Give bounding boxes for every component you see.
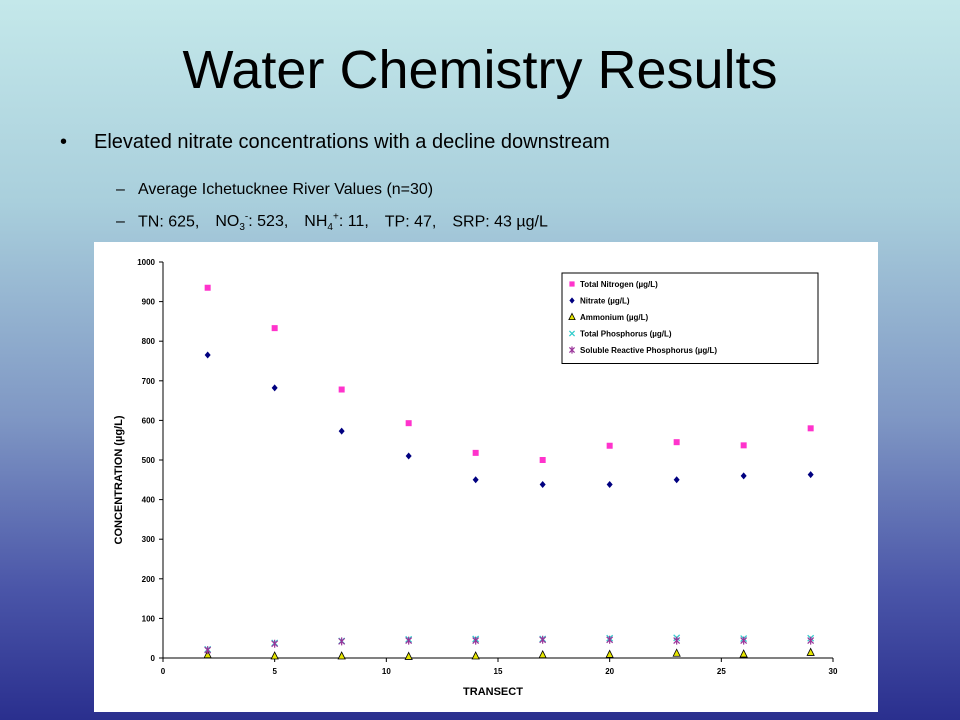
y-tick-label: 500 <box>142 456 156 465</box>
data-point-triangle <box>739 649 748 658</box>
data-point-square <box>338 386 345 393</box>
data-point-diamond <box>405 452 412 460</box>
legend-marker-star <box>568 346 576 354</box>
main-bullet: • Elevated nitrate concentrations with a … <box>60 131 610 154</box>
y-tick-label: 200 <box>142 575 156 584</box>
sub-bullet-1-text: Average Ichetucknee River Values (n=30) <box>138 181 434 198</box>
data-point-star <box>472 636 480 645</box>
data-point-star <box>338 637 346 646</box>
legend-label: Ammonium (µg/L) <box>580 313 648 322</box>
data-point-triangle <box>404 651 413 660</box>
y-tick-label: 300 <box>142 535 156 544</box>
y-tick-label: 600 <box>142 416 156 425</box>
data-point-triangle <box>538 649 547 659</box>
nh4-label: NH4+: 11, <box>304 212 369 234</box>
bullet-marker: • <box>60 131 68 153</box>
data-point-square <box>673 439 680 446</box>
x-axis-title: TRANSECT <box>463 686 523 698</box>
x-tick-label: 25 <box>717 667 726 676</box>
data-point-star <box>405 636 413 645</box>
legend-label: Nitrate (µg/L) <box>580 297 630 306</box>
no3-label: NO3-: 523, <box>215 212 289 234</box>
data-point-star <box>673 636 681 645</box>
legend-label: Soluble Reactive Phosphorus (µg/L) <box>580 346 717 355</box>
data-point-triangle <box>672 648 681 657</box>
y-tick-label: 800 <box>142 337 156 346</box>
data-point-triangle <box>337 651 346 660</box>
y-tick-label: 400 <box>142 496 156 505</box>
dash-marker: – <box>116 213 125 231</box>
data-point-triangle <box>471 651 480 660</box>
legend-box <box>561 272 819 364</box>
data-point-diamond <box>338 427 345 435</box>
srp-value: SRP: 43 µg/L <box>452 213 548 231</box>
data-point-square <box>807 425 814 432</box>
x-tick-label: 20 <box>605 667 614 676</box>
x-tick-label: 30 <box>829 667 838 676</box>
y-tick-label: 0 <box>151 654 156 663</box>
data-point-triangle <box>270 651 279 660</box>
y-tick-label: 700 <box>142 377 156 386</box>
legend-marker-diamond <box>569 297 575 304</box>
data-point-square <box>606 442 613 449</box>
data-point-diamond <box>673 476 680 484</box>
chart-panel: 0 100 200 300 400 500 600 700 800 900 1000 0 5 10 15 20… <box>94 242 878 712</box>
data-point-diamond <box>204 351 211 359</box>
tp-value: TP: 47, <box>384 213 437 231</box>
data-point-star <box>271 639 279 648</box>
y-tick-label: 900 <box>142 298 156 307</box>
sub-bullet-2: – TN: 625, NO3-: 523, NH4+: 11, TP: 47, SRP: … <box>116 212 548 234</box>
bullet-text: Elevated nitrate concentrations with a d… <box>94 131 610 153</box>
data-point-diamond <box>606 481 613 489</box>
scatter-chart: 0 100 200 300 400 500 600 700 800 900 1000 0 5 10 15 20… <box>113 258 838 698</box>
data-point-diamond <box>740 472 747 480</box>
data-point-square <box>405 420 412 427</box>
sub-bullet-1: – Average Ichetucknee River Values (n=30) <box>116 181 433 199</box>
legend-marker-x <box>568 330 576 337</box>
data-point-star <box>807 636 815 645</box>
legend-label: Total Nitrogen (µg/L) <box>580 280 658 289</box>
data-point-star <box>204 646 212 655</box>
data-point-square <box>472 449 479 456</box>
data-point-triangle <box>806 647 815 656</box>
legend-marker-triangle <box>568 312 576 320</box>
data-point-triangle <box>605 649 614 658</box>
x-tick-label: 15 <box>494 667 503 676</box>
data-point-diamond <box>271 384 278 392</box>
data-point-diamond <box>539 481 546 489</box>
data-point-diamond <box>807 471 814 479</box>
x-tick-label: 10 <box>382 667 391 676</box>
dash-marker: – <box>116 181 125 198</box>
data-point-square <box>539 457 546 463</box>
x-tick-label: 0 <box>161 667 166 676</box>
data-point-square <box>204 284 211 291</box>
data-point-square <box>740 442 747 449</box>
legend-label: Total Phosphorus (µg/L) <box>580 330 672 339</box>
slide-title: Water Chemistry Results <box>182 40 778 100</box>
data-point-star <box>606 635 614 644</box>
x-tick-label: 5 <box>272 667 277 676</box>
data-point-square <box>271 325 278 332</box>
y-tick-label: 1000 <box>137 258 155 267</box>
tn-value: TN: 625, <box>138 213 200 231</box>
legend-marker-square <box>569 281 575 287</box>
data-point-diamond <box>472 476 479 484</box>
y-tick-label: 100 <box>142 614 156 623</box>
data-point-triangle <box>203 649 212 659</box>
data-point-star <box>539 635 547 644</box>
y-axis-title: CONCENTRATION (µg/L) <box>113 415 125 544</box>
data-point-star <box>740 636 748 645</box>
